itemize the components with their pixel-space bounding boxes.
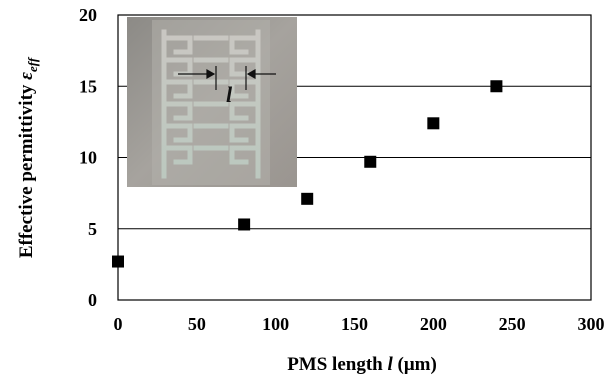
x-tick-label: 300 xyxy=(578,314,605,334)
x-tick-label: 250 xyxy=(499,314,526,334)
plot-area-frame xyxy=(117,14,592,301)
inset-electrode-pattern xyxy=(161,21,261,179)
data-point xyxy=(427,117,440,130)
data-point xyxy=(238,218,251,231)
data-series xyxy=(112,80,503,268)
y-tick-labels: 0 5 10 15 20 xyxy=(79,5,97,310)
x-tick-label: 200 xyxy=(420,314,447,334)
x-tick-label: 150 xyxy=(341,314,368,334)
data-point xyxy=(301,192,314,205)
x-tick-label: 0 xyxy=(114,314,123,334)
y-tick-label: 20 xyxy=(79,5,97,25)
inset-image: l xyxy=(127,17,297,187)
x-tick-label: 100 xyxy=(262,314,289,334)
x-tick-label: 50 xyxy=(188,314,206,334)
y-axis-title: Effective permittivity εeff xyxy=(16,56,40,258)
data-point xyxy=(364,155,377,168)
y-tick-label: 0 xyxy=(88,290,97,310)
data-point xyxy=(490,80,503,93)
inset-dimension-arrows xyxy=(178,66,276,90)
inset-length-label: l xyxy=(226,82,233,107)
data-point xyxy=(112,255,124,268)
y-tick-label: 15 xyxy=(79,76,97,96)
x-tick-labels: 0 50 100 150 200 250 300 xyxy=(114,314,605,334)
y-tick-label: 10 xyxy=(79,148,97,168)
x-axis-title: PMS length l (μm) xyxy=(287,354,437,375)
y-tick-label: 5 xyxy=(88,219,97,239)
